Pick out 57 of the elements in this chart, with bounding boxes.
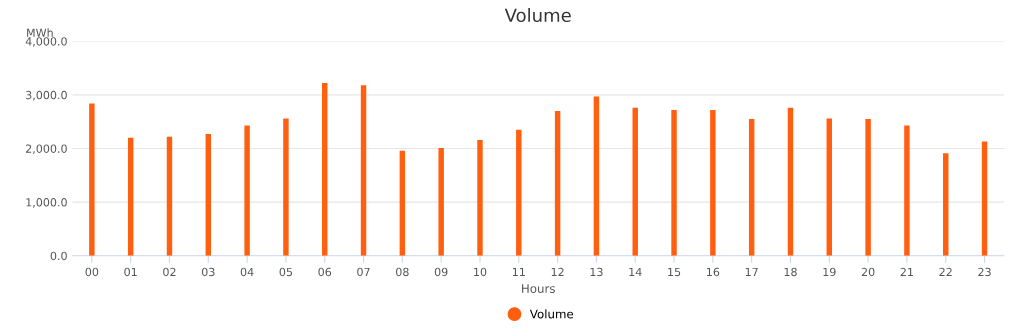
bar bbox=[865, 119, 871, 256]
bar bbox=[516, 129, 522, 256]
x-tick-label: 07 bbox=[357, 267, 370, 277]
x-tick-label: 16 bbox=[707, 267, 720, 277]
bar bbox=[205, 134, 212, 256]
x-tick-label: 17 bbox=[745, 267, 758, 276]
x-tick-label: 05 bbox=[279, 267, 293, 277]
bar bbox=[943, 153, 949, 256]
bar bbox=[826, 118, 833, 256]
bar bbox=[166, 136, 173, 256]
y-tick-label: 0.0 bbox=[50, 251, 67, 261]
bar bbox=[322, 83, 328, 256]
bar bbox=[748, 119, 755, 256]
bar bbox=[283, 118, 289, 256]
x-tick-label: 04 bbox=[240, 267, 254, 277]
bar bbox=[981, 141, 988, 256]
y-tick-label: 2,000.0 bbox=[25, 144, 67, 155]
bar bbox=[244, 125, 250, 256]
bar bbox=[554, 110, 561, 256]
y-axis-title: MWh bbox=[27, 28, 53, 37]
x-tick-label: 19 bbox=[823, 267, 836, 277]
bar bbox=[477, 139, 483, 256]
x-tick-label: 06 bbox=[318, 267, 332, 277]
x-tick-label: 01 bbox=[124, 267, 137, 277]
x-tick-label: 03 bbox=[201, 267, 215, 277]
x-axis-title: Hours bbox=[522, 284, 555, 293]
x-tick-label: 21 bbox=[900, 267, 913, 276]
x-tick-label: 13 bbox=[590, 267, 603, 277]
x-tick-label: 18 bbox=[784, 267, 797, 277]
x-tick-label: 02 bbox=[163, 267, 176, 277]
bar bbox=[399, 150, 406, 256]
x-tick-label: 08 bbox=[396, 267, 409, 277]
x-tick-label: 09 bbox=[434, 267, 448, 277]
x-tick-label: 12 bbox=[551, 267, 564, 276]
x-tick-label: 00 bbox=[85, 267, 99, 277]
bar bbox=[710, 109, 716, 256]
bar bbox=[360, 85, 367, 256]
y-tick-label: 4,000.0 bbox=[25, 37, 67, 47]
x-tick-label: 22 bbox=[939, 267, 952, 276]
x-tick-label: 23 bbox=[978, 267, 991, 277]
y-tick-label: 3,000.0 bbox=[26, 90, 67, 101]
bar bbox=[438, 147, 444, 256]
x-tick-label: 15 bbox=[668, 267, 681, 277]
bar bbox=[89, 103, 95, 256]
x-tick-label: 20 bbox=[861, 267, 875, 277]
chart-title: Volume bbox=[504, 8, 571, 23]
bar bbox=[593, 96, 600, 256]
bar bbox=[671, 109, 677, 256]
bar bbox=[904, 125, 910, 256]
x-tick-label: 14 bbox=[629, 267, 642, 276]
bar bbox=[632, 107, 638, 256]
bar bbox=[787, 107, 794, 256]
bar bbox=[127, 137, 134, 256]
x-tick-label: 11 bbox=[512, 267, 525, 276]
y-tick-label: 1,000.0 bbox=[26, 198, 67, 208]
legend-label: Volume bbox=[529, 309, 574, 319]
x-tick-label: 10 bbox=[474, 267, 487, 277]
